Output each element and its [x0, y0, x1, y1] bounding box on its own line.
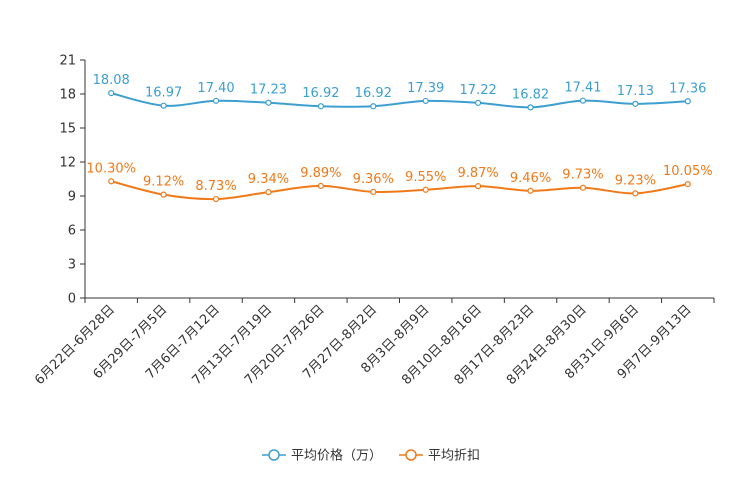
- data-point[interactable]: [160, 102, 167, 109]
- data-label: 9.73%: [562, 168, 603, 183]
- data-label: 9.23%: [615, 173, 656, 188]
- data-point[interactable]: [579, 97, 587, 104]
- data-point[interactable]: [684, 181, 691, 188]
- y-tick-label: 21: [59, 54, 76, 69]
- data-point[interactable]: [527, 187, 534, 194]
- data-point[interactable]: [160, 191, 167, 198]
- data-label: 9.46%: [510, 171, 551, 186]
- series-1: 18.08 16.97 17.40 17.23 16.92 16.92 17.39 17.22…: [93, 73, 706, 111]
- data-point[interactable]: [527, 104, 534, 111]
- data-label: 18.08: [93, 73, 130, 88]
- data-point[interactable]: [108, 89, 115, 97]
- y-tick-label: 6: [68, 224, 76, 239]
- data-label: 9.34%: [248, 172, 289, 187]
- data-point[interactable]: [579, 184, 587, 191]
- data-point[interactable]: [422, 186, 429, 193]
- data-label: 10.30%: [86, 161, 136, 176]
- legend-marker-icon: [405, 449, 417, 461]
- data-label: 8.73%: [195, 179, 236, 194]
- series-layer: 18.08 16.97 17.40 17.23 16.92 16.92 17.39 17.22…: [86, 73, 713, 203]
- data-label: 9.89%: [300, 166, 341, 181]
- legend-marker-icon: [268, 449, 280, 461]
- data-label: 17.13: [617, 84, 654, 99]
- data-point[interactable]: [212, 195, 220, 203]
- data-point[interactable]: [475, 99, 482, 106]
- data-point[interactable]: [632, 100, 639, 107]
- series-2: 10.30% 9.12% 8.73% 9.34% 9.89% 9.36% 9.55% 9.87…: [86, 161, 713, 203]
- legend-label: 平均折扣: [428, 449, 480, 464]
- data-point[interactable]: [265, 189, 272, 196]
- data-point[interactable]: [265, 99, 272, 106]
- data-label: 9.55%: [405, 170, 446, 185]
- legend-item-1[interactable]: 平均价格（万）: [262, 448, 382, 464]
- legend-item-2[interactable]: 平均折扣: [399, 449, 480, 464]
- data-point[interactable]: [370, 103, 377, 110]
- data-label: 17.22: [460, 83, 497, 98]
- data-label: 16.92: [302, 86, 339, 101]
- data-point[interactable]: [212, 97, 220, 104]
- data-point[interactable]: [632, 190, 639, 197]
- data-label: 17.36: [669, 81, 706, 96]
- y-tick-label: 3: [68, 258, 76, 273]
- y-tick-label: 9: [68, 190, 76, 205]
- legend-label: 平均价格（万）: [291, 448, 382, 464]
- data-point[interactable]: [684, 98, 691, 105]
- y-tick-label: 12: [59, 156, 76, 171]
- y-tick-label: 0: [68, 292, 76, 307]
- data-label: 17.41: [564, 81, 601, 96]
- data-point[interactable]: [317, 182, 324, 190]
- series-line: [110, 180, 688, 201]
- data-point[interactable]: [422, 97, 429, 105]
- data-label: 17.40: [197, 81, 234, 96]
- data-point[interactable]: [317, 103, 324, 110]
- data-label: 17.39: [407, 81, 444, 96]
- series-line: [110, 92, 688, 109]
- data-point[interactable]: [108, 178, 115, 185]
- data-label: 16.82: [512, 87, 549, 102]
- legend[interactable]: 平均价格（万） 平均折扣: [262, 448, 480, 464]
- data-point[interactable]: [370, 188, 377, 196]
- y-tick-label: 15: [59, 122, 76, 137]
- y-tick-label: 18: [59, 88, 76, 103]
- data-label: 10.05%: [663, 164, 713, 179]
- data-label: 16.97: [145, 86, 182, 101]
- data-label: 17.23: [250, 83, 287, 98]
- data-label: 9.36%: [353, 172, 394, 187]
- data-label: 9.12%: [143, 175, 184, 190]
- data-label: 16.92: [355, 86, 392, 101]
- data-point[interactable]: [475, 183, 482, 190]
- data-label: 9.87%: [457, 166, 498, 181]
